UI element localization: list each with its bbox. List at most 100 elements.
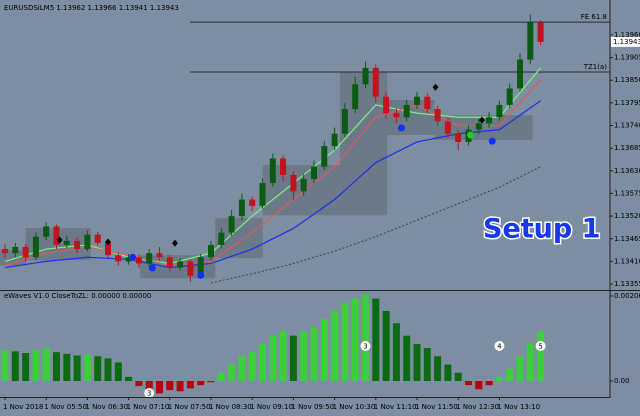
histogram-bar xyxy=(372,298,380,382)
x-tick-label: 1 Nov 09:10 xyxy=(250,403,293,411)
histogram-bar xyxy=(537,331,545,382)
candle-body xyxy=(115,255,122,262)
wave-marker xyxy=(494,341,505,351)
histogram-bar xyxy=(341,302,349,382)
candle-body xyxy=(22,246,29,258)
y-tick-label: 1.13740 xyxy=(614,121,640,129)
indicator-line xyxy=(4,79,542,267)
histogram-bar xyxy=(73,355,81,382)
zone xyxy=(339,71,388,216)
candle-body xyxy=(156,253,163,258)
histogram-bar xyxy=(413,343,421,382)
histogram-bar xyxy=(197,381,205,386)
histogram-bar xyxy=(269,335,277,382)
histogram-bar xyxy=(495,376,503,382)
signal-dot xyxy=(488,137,496,145)
candle-body xyxy=(43,226,50,237)
histogram-bar xyxy=(331,310,339,382)
candle-body xyxy=(166,257,173,268)
x-tick-label: 1 Nov 11:10 xyxy=(374,403,417,411)
level-label: TZ1(a) xyxy=(583,63,608,71)
histogram-bar xyxy=(444,364,452,382)
signal-dot xyxy=(467,131,475,139)
candle-body xyxy=(177,261,184,268)
candle-body xyxy=(372,67,379,97)
histogram-bar xyxy=(423,348,431,382)
indicator-line xyxy=(210,166,541,284)
candle-body xyxy=(197,257,204,276)
x-tick-label: 1 Nov 2018 xyxy=(3,403,43,411)
candle-body xyxy=(12,246,19,254)
candle-body xyxy=(506,88,513,105)
signal-diamond xyxy=(171,239,178,247)
wave-label: 3 xyxy=(147,390,151,398)
wave-marker xyxy=(535,341,546,351)
histogram-bar xyxy=(53,352,60,382)
y-tick-label: 1.13465 xyxy=(614,235,640,243)
y-tick-label: 1.13795 xyxy=(614,99,640,107)
histogram-bar xyxy=(259,343,266,382)
candle-body xyxy=(2,249,8,254)
histogram-bar xyxy=(228,364,236,382)
y-tick-label: 1.13630 xyxy=(614,167,640,175)
candle-body xyxy=(74,240,81,250)
candle-body xyxy=(53,226,60,245)
histogram-bar xyxy=(454,372,462,382)
y-tick-label: 1.13575 xyxy=(614,189,640,197)
candle-body xyxy=(259,183,266,206)
candle-body xyxy=(331,133,338,147)
histogram-bar xyxy=(156,381,163,394)
candle-body xyxy=(125,257,132,262)
histogram-bar xyxy=(351,298,359,382)
signal-diamond xyxy=(56,236,63,244)
histogram-bar xyxy=(207,381,215,383)
histogram-bar xyxy=(362,294,369,382)
candle-body xyxy=(403,104,410,118)
histogram-bar xyxy=(176,381,184,392)
y-tick-label: 1.13960 xyxy=(614,31,640,39)
candle-body xyxy=(300,179,307,192)
x-tick-label: 1 Nov 11:50 xyxy=(415,403,458,411)
x-tick-label: 1 Nov 09:50 xyxy=(291,403,334,411)
x-tick-label: 1 Nov 07:50 xyxy=(168,403,211,411)
signal-dot xyxy=(398,124,406,132)
candle-body xyxy=(414,96,420,105)
y-tick-label: 1.13520 xyxy=(614,212,640,220)
histogram-bar xyxy=(465,381,472,386)
histogram-bar xyxy=(42,348,50,382)
histogram-bar xyxy=(104,358,112,382)
candle-body xyxy=(486,117,493,124)
candle-body xyxy=(105,242,111,256)
y-tick-label: 0.00 xyxy=(614,377,630,385)
histogram-bar xyxy=(32,350,40,382)
signal-dot xyxy=(197,271,205,279)
indicator-title: eWaves V1.0 CloseToZL: 0.00000 0.00000 xyxy=(4,292,151,300)
indicator-line xyxy=(4,67,542,265)
y-tick-label: 1.13355 xyxy=(614,280,640,288)
candle-body xyxy=(135,257,142,264)
histogram-bar xyxy=(145,381,153,393)
candle-body xyxy=(311,166,317,180)
histogram-bar xyxy=(238,356,246,382)
y-tick-label: 1.13905 xyxy=(614,54,640,62)
histogram-bar xyxy=(11,351,19,382)
histogram-bar xyxy=(125,376,133,382)
signal-diamond xyxy=(432,83,439,91)
histogram-bar xyxy=(63,353,71,382)
histogram-bar xyxy=(434,356,442,382)
histogram-bar xyxy=(506,368,514,382)
histogram-bar xyxy=(300,331,308,382)
wave-label: 3 xyxy=(363,343,367,351)
candle-body xyxy=(383,96,390,114)
candle-body xyxy=(434,109,441,122)
histogram-bar xyxy=(135,381,143,386)
indicator-line xyxy=(4,100,541,269)
signal-dot xyxy=(148,264,156,272)
candle-body xyxy=(249,199,256,206)
candle-body xyxy=(537,22,544,42)
histogram-bar xyxy=(217,372,225,382)
histogram-bar xyxy=(22,352,30,382)
candle-body xyxy=(393,113,400,118)
x-tick-label: 1 Nov 10:30 xyxy=(333,403,376,411)
x-tick-label: 1 Nov 07:10 xyxy=(127,403,170,411)
